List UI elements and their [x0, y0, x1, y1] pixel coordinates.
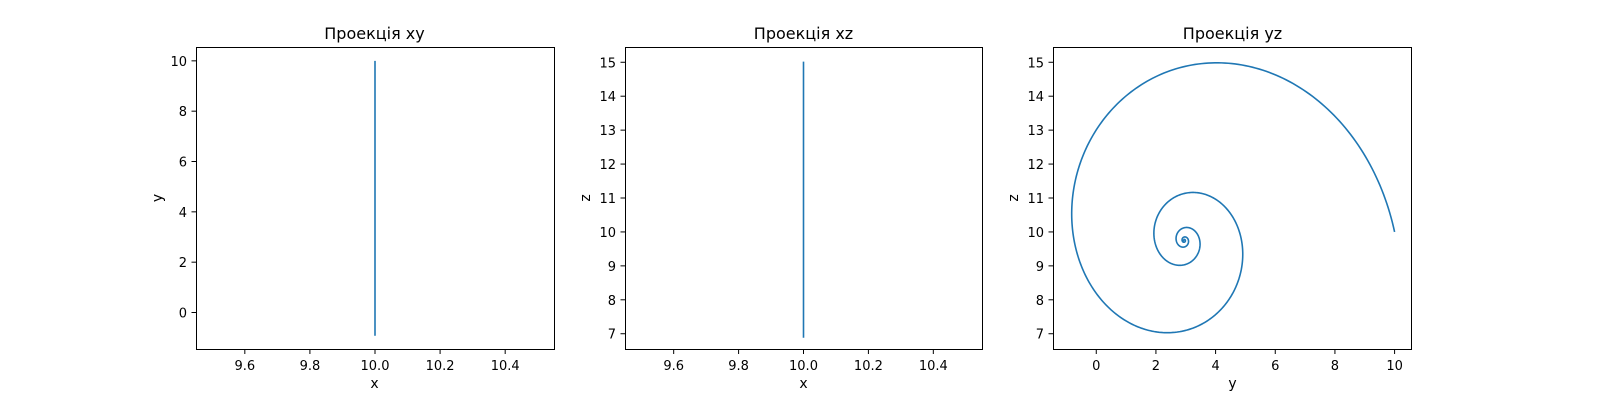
- y-tick-label: 13: [1027, 124, 1044, 139]
- x-tick-label: 9.8: [728, 359, 749, 374]
- subplot-yz-xlabel: y: [1228, 376, 1236, 392]
- subplot-xz-ylabel: z: [578, 194, 594, 201]
- subplot-yz-plot: 0 2 4 6 8 10 7 8 9 10 11 12 13 14 15: [1027, 47, 1412, 374]
- y-tick-label: 10: [599, 226, 616, 241]
- x-tick-label: 10.4: [919, 359, 948, 374]
- x-tick-label: 6: [1271, 359, 1279, 374]
- y-tick-label: 6: [179, 156, 187, 171]
- y-tick-label: 8: [608, 294, 616, 309]
- y-tick-label: 0: [179, 307, 187, 322]
- x-tick-label: 8: [1331, 359, 1339, 374]
- y-tick-label: 14: [1027, 90, 1044, 105]
- x-tick-label: 10.2: [854, 359, 883, 374]
- y-tick-label: 10: [1027, 226, 1044, 241]
- subplot-xy-title: Проекція xy: [324, 24, 424, 43]
- y-tick-label: 12: [599, 158, 616, 173]
- axes-frame: [1053, 47, 1412, 350]
- subplot-yz-ylabel: z: [1006, 194, 1022, 201]
- subplot-xz: Проекція xz 9.6 9.8 10.0 10.2 10.4 7 8 9 10 11 12 1…: [578, 24, 983, 392]
- subplot-xz-title: Проекція xz: [754, 24, 853, 43]
- subplot-xz-plot: 9.6 9.8 10.0 10.2 10.4 7 8 9 10 11 12 13 14 15: [599, 47, 983, 374]
- y-tick-label: 8: [179, 105, 187, 120]
- y-tick-label: 7: [608, 328, 616, 343]
- subplot-xy-plot: 9.6 9.8 10.0 10.2 10.4 0 2 4 6 8 10: [170, 47, 555, 374]
- x-tick-label: 9.8: [300, 359, 321, 374]
- x-tick-label: 10.0: [361, 359, 390, 374]
- x-tick-label: 2: [1152, 359, 1160, 374]
- y-tick-label: 7: [1036, 328, 1044, 343]
- y-tick-label: 9: [608, 260, 616, 275]
- subplot-xy-ylabel: y: [150, 194, 166, 202]
- y-tick-label: 4: [179, 206, 187, 221]
- x-tick-label: 9.6: [234, 359, 255, 374]
- y-tick-label: 13: [599, 124, 616, 139]
- x-tick-label: 4: [1211, 359, 1219, 374]
- x-tick-label: 10.4: [491, 359, 520, 374]
- x-tick-label: 10.2: [426, 359, 455, 374]
- y-tick-label: 11: [599, 192, 616, 207]
- y-tick-label: 14: [599, 90, 616, 105]
- x-tick-label: 10.0: [789, 359, 818, 374]
- subplot-yz: Проекція yz 0 2 4 6 8 10 7 8 9 10 11 12 13 14 15 y z: [1006, 24, 1412, 392]
- subplot-xz-xlabel: x: [799, 376, 807, 392]
- x-tick-label: 0: [1092, 359, 1100, 374]
- y-tick-label: 15: [599, 56, 616, 71]
- x-tick-label: 9.6: [663, 359, 684, 374]
- y-tick-label: 15: [1027, 56, 1044, 71]
- y-tick-label: 2: [179, 256, 187, 271]
- subplot-yz-title: Проекція yz: [1183, 24, 1282, 43]
- y-tick-label: 11: [1027, 192, 1044, 207]
- subplot-xy-xlabel: x: [370, 376, 378, 392]
- y-tick-label: 8: [1036, 294, 1044, 309]
- y-tick-label: 10: [170, 55, 187, 70]
- y-tick-label: 12: [1027, 158, 1044, 173]
- series-line-yz: [1070, 62, 1396, 334]
- y-tick-label: 9: [1036, 260, 1044, 275]
- x-tick-label: 10: [1386, 359, 1403, 374]
